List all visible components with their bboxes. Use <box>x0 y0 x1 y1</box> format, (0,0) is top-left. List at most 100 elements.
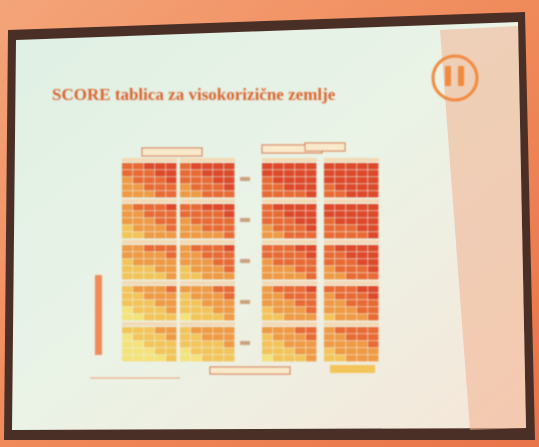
risk-cell <box>144 273 154 279</box>
risk-cell <box>155 204 165 210</box>
risk-cell <box>335 293 345 299</box>
risk-cell <box>224 334 234 340</box>
risk-cell <box>202 300 212 306</box>
risk-cell <box>284 170 294 176</box>
risk-cell <box>368 259 378 265</box>
photo: SCORE tablica za visokorizične zemlje <box>0 0 539 447</box>
risk-cell <box>180 218 190 224</box>
risk-cell <box>155 191 165 197</box>
header-box <box>142 148 202 156</box>
risk-cell <box>295 177 305 183</box>
risk-cell <box>155 225 165 231</box>
risk-cell <box>144 300 154 306</box>
risk-cell <box>273 252 283 258</box>
risk-cell <box>273 184 283 190</box>
side-label <box>95 275 102 355</box>
risk-cell <box>368 177 378 183</box>
risk-cell <box>166 314 176 320</box>
risk-cell <box>368 211 378 217</box>
risk-cell <box>295 163 305 169</box>
risk-cell <box>262 286 272 292</box>
risk-cell <box>180 232 190 238</box>
risk-cell <box>191 293 201 299</box>
block-header <box>122 281 177 285</box>
risk-cell <box>295 286 305 292</box>
risk-cell <box>346 170 356 176</box>
risk-cell <box>180 177 190 183</box>
risk-cell <box>262 293 272 299</box>
risk-cell <box>284 232 294 238</box>
risk-cell <box>335 245 345 251</box>
risk-cell <box>273 273 283 279</box>
risk-cell <box>306 191 316 197</box>
risk-cell <box>368 191 378 197</box>
risk-cell <box>357 245 367 251</box>
risk-cell <box>202 341 212 347</box>
risk-cell <box>191 204 201 210</box>
risk-cell <box>306 307 316 313</box>
risk-cell <box>224 163 234 169</box>
risk-cell <box>324 211 334 217</box>
risk-cell <box>262 232 272 238</box>
risk-cell <box>224 245 234 251</box>
risk-cell <box>122 266 132 272</box>
risk-cell <box>166 170 176 176</box>
risk-cell <box>155 286 165 292</box>
risk-cell <box>306 266 316 272</box>
risk-cell <box>273 293 283 299</box>
risk-cell <box>144 355 154 361</box>
risk-cell <box>295 252 305 258</box>
risk-cell <box>224 218 234 224</box>
risk-cell <box>368 245 378 251</box>
risk-cell <box>335 300 345 306</box>
risk-cell <box>202 259 212 265</box>
risk-cell <box>357 170 367 176</box>
risk-cell <box>202 273 212 279</box>
risk-cell <box>295 225 305 231</box>
risk-cell <box>335 232 345 238</box>
risk-cell <box>213 355 223 361</box>
risk-cell <box>368 163 378 169</box>
block-header <box>122 158 177 162</box>
risk-cell <box>335 334 345 340</box>
risk-cell <box>213 314 223 320</box>
risk-cell <box>335 307 345 313</box>
risk-cell <box>284 245 294 251</box>
risk-cell <box>202 348 212 354</box>
block-header <box>122 322 177 326</box>
risk-cell <box>166 266 176 272</box>
risk-cell <box>191 259 201 265</box>
risk-cell <box>335 191 345 197</box>
risk-cell <box>357 341 367 347</box>
risk-cell <box>346 300 356 306</box>
risk-cell <box>262 307 272 313</box>
risk-cell <box>224 300 234 306</box>
risk-cell <box>213 259 223 265</box>
risk-cell <box>357 177 367 183</box>
block-header <box>122 199 177 203</box>
risk-cell <box>144 266 154 272</box>
risk-cell <box>224 211 234 217</box>
risk-cell <box>284 348 294 354</box>
risk-cell <box>324 225 334 231</box>
risk-cell <box>144 225 154 231</box>
block-header <box>180 158 235 162</box>
risk-cell <box>335 177 345 183</box>
risk-cell <box>295 273 305 279</box>
risk-cell <box>346 259 356 265</box>
risk-cell <box>295 259 305 265</box>
risk-cell <box>155 252 165 258</box>
risk-cell <box>346 184 356 190</box>
risk-cell <box>202 334 212 340</box>
risk-cell <box>191 225 201 231</box>
risk-cell <box>273 286 283 292</box>
risk-cell <box>213 232 223 238</box>
risk-cell <box>202 355 212 361</box>
risk-cell <box>284 300 294 306</box>
risk-cell <box>155 184 165 190</box>
risk-cell <box>224 266 234 272</box>
block-header <box>324 240 379 244</box>
risk-cell <box>306 293 316 299</box>
risk-cell <box>191 327 201 333</box>
risk-cell <box>368 225 378 231</box>
